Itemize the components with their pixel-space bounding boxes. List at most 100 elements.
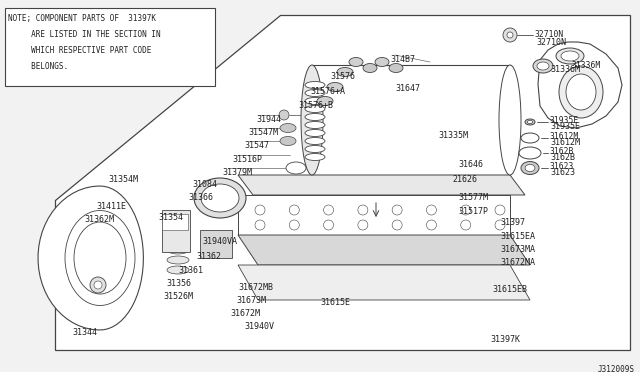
Text: 31344: 31344: [72, 328, 97, 337]
Text: 31397K: 31397K: [490, 335, 520, 344]
Polygon shape: [238, 175, 525, 195]
Text: 3162B: 3162B: [550, 153, 575, 162]
Circle shape: [503, 28, 517, 42]
Polygon shape: [55, 15, 630, 350]
Text: 31577M: 31577M: [458, 193, 488, 202]
Ellipse shape: [305, 90, 325, 96]
Ellipse shape: [305, 122, 325, 128]
Polygon shape: [312, 65, 510, 175]
Circle shape: [289, 205, 300, 215]
Ellipse shape: [305, 129, 325, 137]
Text: 31336M: 31336M: [572, 61, 601, 70]
Text: 31336M: 31336M: [550, 65, 580, 74]
Text: 31335M: 31335M: [438, 131, 468, 140]
Ellipse shape: [280, 137, 296, 145]
Circle shape: [255, 220, 265, 230]
Polygon shape: [38, 186, 143, 330]
Circle shape: [94, 281, 102, 289]
Ellipse shape: [525, 164, 535, 171]
Text: 31576: 31576: [330, 72, 355, 81]
Text: 31366: 31366: [188, 193, 213, 202]
Ellipse shape: [363, 64, 377, 73]
Polygon shape: [238, 265, 530, 300]
Ellipse shape: [349, 58, 363, 67]
Text: 31576+B: 31576+B: [298, 101, 333, 110]
Text: 31672MB: 31672MB: [238, 283, 273, 292]
Circle shape: [461, 205, 470, 215]
Text: 31944: 31944: [256, 115, 281, 124]
Circle shape: [495, 205, 505, 215]
Ellipse shape: [525, 119, 535, 125]
Polygon shape: [538, 42, 622, 128]
Bar: [162, 210, 190, 252]
Ellipse shape: [305, 81, 325, 89]
Text: 31517P: 31517P: [458, 207, 488, 216]
Ellipse shape: [286, 162, 306, 174]
Ellipse shape: [499, 65, 521, 175]
Bar: [5, 8, 215, 86]
Ellipse shape: [194, 178, 246, 218]
Text: 31623: 31623: [550, 168, 575, 177]
Text: 31361: 31361: [178, 266, 203, 275]
Ellipse shape: [561, 51, 579, 61]
Text: 31612M: 31612M: [550, 138, 580, 147]
Ellipse shape: [521, 133, 539, 143]
Circle shape: [289, 220, 300, 230]
Circle shape: [324, 205, 333, 215]
Text: J312009S: J312009S: [598, 365, 635, 372]
Ellipse shape: [533, 59, 553, 73]
Ellipse shape: [305, 154, 325, 160]
Text: 31526M: 31526M: [163, 292, 193, 301]
Text: 31354M: 31354M: [108, 175, 138, 184]
Circle shape: [255, 205, 265, 215]
Ellipse shape: [305, 113, 325, 121]
Text: WHICH RESPECTIVE PART CODE: WHICH RESPECTIVE PART CODE: [8, 46, 152, 55]
Ellipse shape: [305, 145, 325, 153]
Text: 3162B: 3162B: [550, 147, 574, 156]
Ellipse shape: [327, 83, 343, 92]
Ellipse shape: [566, 74, 596, 110]
Text: 31935E: 31935E: [550, 116, 579, 125]
Text: 31646: 31646: [458, 160, 483, 169]
Circle shape: [392, 205, 402, 215]
Text: 31940V: 31940V: [244, 322, 274, 331]
Circle shape: [358, 205, 368, 215]
Ellipse shape: [519, 147, 541, 159]
Text: 31354: 31354: [158, 213, 183, 222]
Text: 31411E: 31411E: [96, 202, 126, 211]
Text: 31673M: 31673M: [236, 296, 266, 305]
Ellipse shape: [337, 67, 353, 77]
Text: 31623: 31623: [550, 162, 574, 171]
Text: 31362M: 31362M: [84, 215, 114, 224]
Ellipse shape: [305, 106, 325, 112]
Text: 314B7: 314B7: [390, 55, 415, 64]
Bar: [162, 214, 188, 230]
Text: 31940VA: 31940VA: [202, 237, 237, 246]
Text: 31647: 31647: [395, 84, 420, 93]
Ellipse shape: [167, 266, 189, 274]
Text: ARE LISTED IN THE SECTION IN: ARE LISTED IN THE SECTION IN: [8, 30, 161, 39]
Text: 21626: 21626: [452, 175, 477, 184]
Text: 31547M: 31547M: [248, 128, 278, 137]
Text: 31615E: 31615E: [320, 298, 350, 307]
Bar: [200, 230, 232, 258]
Polygon shape: [238, 235, 530, 265]
Circle shape: [426, 205, 436, 215]
Ellipse shape: [527, 121, 532, 124]
Ellipse shape: [389, 64, 403, 73]
Ellipse shape: [317, 96, 333, 106]
Ellipse shape: [167, 246, 189, 254]
Ellipse shape: [167, 216, 189, 224]
Circle shape: [426, 220, 436, 230]
Circle shape: [358, 220, 368, 230]
Text: 31379M: 31379M: [222, 168, 252, 177]
Text: NOTE; COMPONENT PARTS OF  31397K: NOTE; COMPONENT PARTS OF 31397K: [8, 14, 156, 23]
Ellipse shape: [556, 48, 584, 64]
Text: 31516P: 31516P: [232, 155, 262, 164]
Circle shape: [507, 32, 513, 38]
Circle shape: [392, 220, 402, 230]
Polygon shape: [238, 195, 510, 235]
Text: 31576+A: 31576+A: [310, 87, 345, 96]
Ellipse shape: [305, 138, 325, 144]
Text: 31935E: 31935E: [550, 122, 580, 131]
